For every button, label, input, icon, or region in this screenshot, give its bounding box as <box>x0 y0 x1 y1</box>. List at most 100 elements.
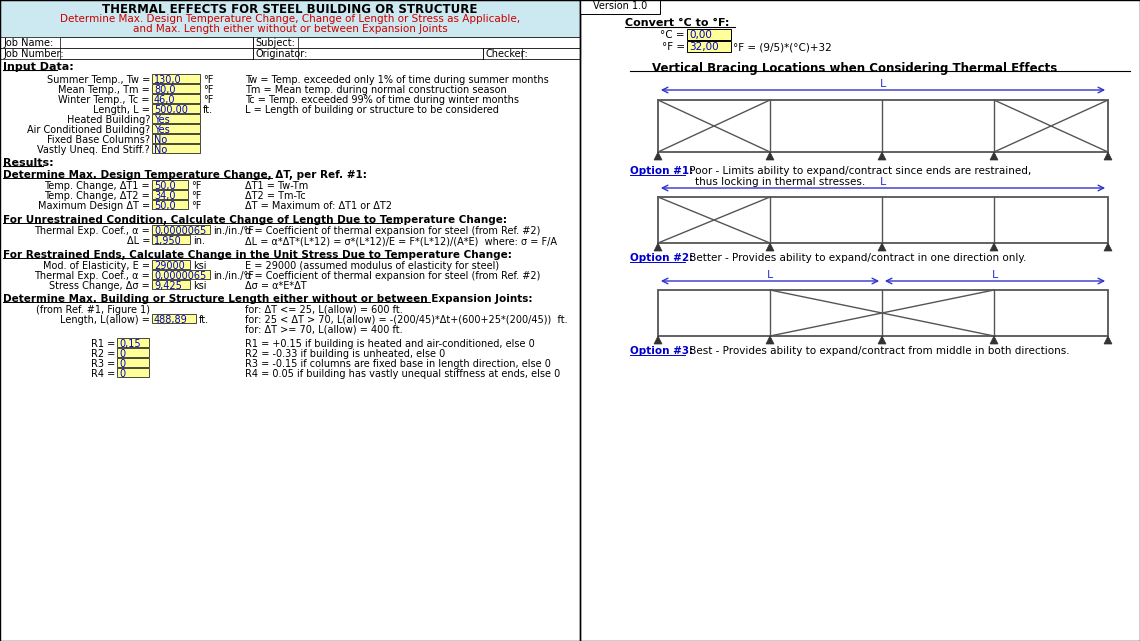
Text: Subject:: Subject: <box>255 38 295 48</box>
Bar <box>152 84 200 93</box>
Text: L: L <box>880 79 886 89</box>
Polygon shape <box>654 152 662 160</box>
Bar <box>0 0 580 641</box>
Text: α = Coefficient of thermal expansion for steel (from Ref. #2): α = Coefficient of thermal expansion for… <box>245 226 540 236</box>
Text: °F =: °F = <box>662 42 685 52</box>
Text: 0: 0 <box>119 359 125 369</box>
Text: 0,0000065: 0,0000065 <box>154 271 206 281</box>
Bar <box>0 48 580 59</box>
Polygon shape <box>990 243 998 251</box>
Text: Version 1.0: Version 1.0 <box>593 1 648 11</box>
Polygon shape <box>878 336 886 344</box>
Text: L: L <box>880 177 886 187</box>
Text: 80,0: 80,0 <box>154 85 176 95</box>
Text: R4 =: R4 = <box>91 369 115 379</box>
Text: in.: in. <box>193 236 205 246</box>
Text: For Unrestrained Condition, Calculate Change of Length Due to Temperature Change: For Unrestrained Condition, Calculate Ch… <box>3 215 507 225</box>
Bar <box>658 100 1108 152</box>
Text: Maximum Design ΔT =: Maximum Design ΔT = <box>38 201 150 211</box>
Polygon shape <box>766 243 774 251</box>
Text: Summer Temp., Tw =: Summer Temp., Tw = <box>47 75 150 85</box>
Polygon shape <box>1104 152 1112 160</box>
Text: No: No <box>154 145 168 155</box>
Text: Mean Temp., Tm =: Mean Temp., Tm = <box>58 85 150 95</box>
Text: Best - Provides ability to expand/contract from middle in both directions.: Best - Provides ability to expand/contra… <box>686 346 1069 356</box>
Text: thus locking in thermal stresses.: thus locking in thermal stresses. <box>695 177 865 187</box>
Text: Thermal Exp. Coef., α =: Thermal Exp. Coef., α = <box>34 271 150 281</box>
Text: Results:: Results: <box>3 158 54 168</box>
Bar <box>687 41 731 52</box>
Bar <box>0 37 580 48</box>
Text: °F = (9/5)*(°C)+32: °F = (9/5)*(°C)+32 <box>733 42 832 52</box>
Text: in./in./°F: in./in./°F <box>213 271 254 281</box>
Text: R1 =: R1 = <box>91 339 115 349</box>
Text: Δσ = α*E*ΔT: Δσ = α*E*ΔT <box>245 281 307 291</box>
Text: R4 = 0.05 if building has vastly unequal stiffness at ends, else 0: R4 = 0.05 if building has vastly unequal… <box>245 369 560 379</box>
Text: °F: °F <box>192 201 202 211</box>
Polygon shape <box>1104 336 1112 344</box>
Text: for: 25 < ΔT > 70, L(allow) = -(200/45)*Δt+(600+25*(200/45))  ft.: for: 25 < ΔT > 70, L(allow) = -(200/45)*… <box>245 315 568 325</box>
Text: ΔL =: ΔL = <box>127 236 150 246</box>
Bar <box>0 0 580 55</box>
Text: Vertical Bracing Locations when Considering Thermal Effects: Vertical Bracing Locations when Consider… <box>652 62 1058 75</box>
Text: ΔL = α*ΔT*(L*12) = σ*(L*12)/E = F*(L*12)/(A*E)  where: σ = F/A: ΔL = α*ΔT*(L*12) = σ*(L*12)/E = F*(L*12)… <box>245 236 557 246</box>
Text: R1 = +0.15 if building is heated and air-conditioned, else 0: R1 = +0.15 if building is heated and air… <box>245 339 535 349</box>
Text: 50,0: 50,0 <box>154 181 176 191</box>
Text: α = Coefficient of thermal expansion for steel (from Ref. #2): α = Coefficient of thermal expansion for… <box>245 271 540 281</box>
Bar <box>117 338 149 347</box>
Polygon shape <box>878 152 886 160</box>
Text: ΔT = Maximum of: ΔT1 or ΔT2: ΔT = Maximum of: ΔT1 or ΔT2 <box>245 201 392 211</box>
Text: °F: °F <box>203 95 213 105</box>
Text: Yes: Yes <box>154 125 170 135</box>
Text: Option #3:: Option #3: <box>630 346 693 356</box>
Bar <box>152 270 210 279</box>
Bar <box>298 48 483 59</box>
Polygon shape <box>766 152 774 160</box>
Text: °F: °F <box>192 191 202 201</box>
Text: 32,00: 32,00 <box>689 42 718 52</box>
Text: R3 =: R3 = <box>91 359 115 369</box>
Text: ksi: ksi <box>193 261 206 271</box>
Polygon shape <box>654 336 662 344</box>
Text: Tm = Mean temp. during normal construction season: Tm = Mean temp. during normal constructi… <box>245 85 507 95</box>
Bar <box>152 280 190 289</box>
Text: ksi: ksi <box>193 281 206 291</box>
Text: E = 29000 (assumed modulus of elasticity for steel): E = 29000 (assumed modulus of elasticity… <box>245 261 499 271</box>
Text: THERMAL EFFECTS FOR STEEL BUILDING OR STRUCTURE: THERMAL EFFECTS FOR STEEL BUILDING OR ST… <box>103 3 478 16</box>
Text: °F: °F <box>192 181 202 191</box>
Text: 500,00: 500,00 <box>154 105 188 115</box>
Text: Stress Change, Δσ =: Stress Change, Δσ = <box>49 281 150 291</box>
Text: Air Conditioned Building?: Air Conditioned Building? <box>27 125 150 135</box>
Bar <box>580 0 1140 641</box>
Text: for: ΔT >= 70, L(allow) = 400 ft.: for: ΔT >= 70, L(allow) = 400 ft. <box>245 325 402 335</box>
Text: Fixed Base Columns?: Fixed Base Columns? <box>47 135 150 145</box>
Text: Input Data:: Input Data: <box>3 62 74 72</box>
Text: °F: °F <box>203 85 213 95</box>
Text: Option #2:: Option #2: <box>630 253 693 263</box>
Text: ΔT1 = Tw-Tm: ΔT1 = Tw-Tm <box>245 181 308 191</box>
Text: 0,0000065: 0,0000065 <box>154 226 206 236</box>
Text: Temp. Change, ΔT2 =: Temp. Change, ΔT2 = <box>44 191 150 201</box>
Bar <box>152 190 188 199</box>
Text: Vastly Uneq. End Stiff.?: Vastly Uneq. End Stiff.? <box>38 145 150 155</box>
Text: Checker:: Checker: <box>484 49 528 59</box>
Text: Mod. of Elasticity, E =: Mod. of Elasticity, E = <box>43 261 150 271</box>
Bar <box>117 368 149 377</box>
Bar <box>60 48 253 59</box>
Bar <box>522 48 580 59</box>
Text: ft.: ft. <box>200 315 209 325</box>
Text: L = Length of building or structure to be considered: L = Length of building or structure to b… <box>245 105 499 115</box>
Text: Job Number:: Job Number: <box>3 49 64 59</box>
Bar <box>152 114 200 123</box>
Text: Heated Building?: Heated Building? <box>66 115 150 125</box>
Bar <box>152 74 200 83</box>
Bar <box>117 358 149 367</box>
Text: Winter Temp., Tc =: Winter Temp., Tc = <box>58 95 150 105</box>
Text: 0,00: 0,00 <box>689 30 711 40</box>
Text: 9,425: 9,425 <box>154 281 182 291</box>
Text: L: L <box>767 270 773 280</box>
Text: (from Ref. #1, Figure 1): (from Ref. #1, Figure 1) <box>36 305 150 315</box>
Text: Option #1:: Option #1: <box>630 166 693 176</box>
Text: 0,15: 0,15 <box>119 339 140 349</box>
Text: Thermal Exp. Coef., α =: Thermal Exp. Coef., α = <box>34 226 150 236</box>
